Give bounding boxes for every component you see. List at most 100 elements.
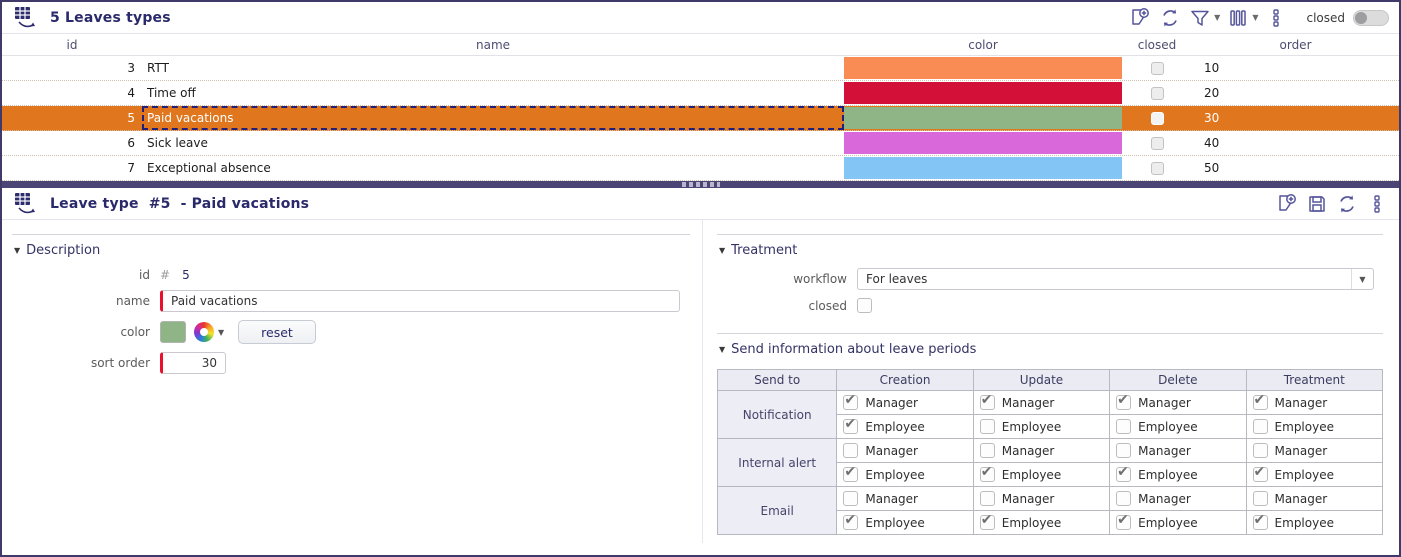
checkbox-cell: ✔ Employee xyxy=(1109,462,1247,487)
list-panel-header: 5 Leaves types xyxy=(2,2,1399,34)
employee-checkbox[interactable]: ✔ xyxy=(979,464,995,482)
closed-checkbox[interactable]: ✔ xyxy=(1150,136,1164,150)
employee-checkbox[interactable]: ✔ xyxy=(843,512,859,530)
employee-checkbox[interactable]: ✔ xyxy=(979,419,995,434)
manager-checkbox[interactable]: ✔ xyxy=(1116,491,1132,506)
employee-checkbox[interactable]: ✔ xyxy=(843,464,859,482)
closed-checkbox[interactable]: ✔ xyxy=(1150,111,1164,125)
checkbox-wrap: ✔ Employee xyxy=(1252,464,1382,482)
table-row[interactable]: 3 RTT ✔ 10 xyxy=(2,56,1399,81)
columns-icon[interactable] xyxy=(1226,6,1250,30)
employee-checkbox[interactable]: ✔ xyxy=(843,416,859,434)
manager-checkbox[interactable]: ✔ xyxy=(843,392,859,410)
checkbox-label: Employee xyxy=(1138,515,1198,530)
filter-icon[interactable] xyxy=(1188,6,1212,30)
column-header-color[interactable]: color xyxy=(968,37,998,52)
closed-field-row: closed ✔ xyxy=(717,298,1383,313)
employee-checkbox[interactable]: ✔ xyxy=(1252,419,1268,434)
checkbox-cell: ✔ Employee xyxy=(836,462,974,487)
table-row[interactable]: 4 Time off ✔ 20 xyxy=(2,81,1399,106)
manager-checkbox[interactable]: ✔ xyxy=(979,491,995,506)
color-picker-caret-icon[interactable]: ▼ xyxy=(218,327,225,337)
name-input[interactable] xyxy=(160,290,680,312)
manager-checkbox[interactable]: ✔ xyxy=(1116,443,1132,458)
employee-checkbox[interactable]: ✔ xyxy=(1252,512,1268,530)
column-header-closed[interactable]: closed xyxy=(1137,37,1177,52)
leaves-list-panel: 5 Leaves types xyxy=(2,2,1399,181)
checkbox-wrap: ✔ Manager xyxy=(1252,491,1382,506)
refresh-icon[interactable] xyxy=(1158,6,1182,30)
cell-order: 20 xyxy=(1204,86,1220,100)
check-mark-icon: ✔ xyxy=(1253,512,1266,528)
manager-checkbox[interactable]: ✔ xyxy=(843,491,859,506)
more-menu-icon[interactable] xyxy=(1264,6,1288,30)
description-section-header[interactable]: ▼ Description xyxy=(12,240,690,260)
send-info-section-header[interactable]: ▼ Send information about leave periods xyxy=(717,339,1383,359)
save-icon[interactable] xyxy=(1305,192,1329,216)
refresh-icon[interactable] xyxy=(1335,192,1359,216)
closed-filter-toggle[interactable] xyxy=(1353,9,1389,26)
cell-id: 4 xyxy=(127,86,135,100)
column-header-id[interactable]: id xyxy=(66,37,78,52)
cell-id: 7 xyxy=(127,161,135,175)
manager-checkbox[interactable]: ✔ xyxy=(1252,491,1268,506)
filter-caret-icon[interactable]: ▼ xyxy=(1214,13,1221,22)
collapse-triangle-icon: ▼ xyxy=(719,344,726,354)
column-header-name[interactable]: name xyxy=(475,37,511,52)
check-mark-icon: ✔ xyxy=(844,512,857,528)
manager-checkbox[interactable]: ✔ xyxy=(979,443,995,458)
closed-checkbox[interactable]: ✔ xyxy=(1150,61,1164,75)
more-menu-icon[interactable] xyxy=(1365,192,1389,216)
checkbox-label: Manager xyxy=(865,395,918,410)
checkbox-cell: ✔ Employee xyxy=(836,414,974,439)
cell-name[interactable]: Exceptional absence xyxy=(147,161,271,175)
employee-checkbox[interactable]: ✔ xyxy=(1116,512,1132,530)
manager-checkbox[interactable]: ✔ xyxy=(979,392,995,410)
closed-checkbox[interactable]: ✔ xyxy=(857,298,872,313)
closed-checkbox[interactable]: ✔ xyxy=(1150,86,1164,100)
section-title: Description xyxy=(26,242,101,258)
color-swatch xyxy=(844,107,1122,129)
checkbox-label: Employee xyxy=(865,515,925,530)
new-record-icon[interactable] xyxy=(1128,6,1152,30)
checkbox-cell: ✔ Manager xyxy=(1109,486,1247,511)
table-row[interactable]: 7 Exceptional absence ✔ 50 xyxy=(2,156,1399,181)
treatment-column: ▼ Treatment workflow For leaves ▼ closed… xyxy=(702,220,1399,543)
workflow-select[interactable]: For leaves ▼ xyxy=(857,268,1374,290)
color-picker-icon[interactable] xyxy=(194,322,214,342)
new-record-icon[interactable] xyxy=(1275,192,1299,216)
manager-checkbox[interactable]: ✔ xyxy=(843,443,859,458)
column-header-order[interactable]: order xyxy=(1279,37,1312,52)
splitter-handle-icon[interactable] xyxy=(681,182,720,187)
table-row[interactable]: 6 Sick leave ✔ 40 xyxy=(2,131,1399,156)
checkbox-wrap: ✔ Manager xyxy=(979,491,1109,506)
reset-button[interactable]: reset xyxy=(238,320,316,344)
color-swatch[interactable] xyxy=(160,321,186,343)
cell-name[interactable]: Sick leave xyxy=(147,136,208,150)
cell-name[interactable]: Time off xyxy=(147,86,196,100)
employee-checkbox[interactable]: ✔ xyxy=(1116,464,1132,482)
sort-order-label: sort order xyxy=(90,356,150,370)
check-mark-icon: ✔ xyxy=(1253,392,1266,408)
employee-checkbox[interactable]: ✔ xyxy=(979,512,995,530)
panel-splitter[interactable] xyxy=(2,181,1399,188)
closed-checkbox[interactable]: ✔ xyxy=(1150,161,1164,175)
table-row[interactable]: 5 Paid vacations ✔ 30 xyxy=(2,106,1399,131)
treatment-section-header[interactable]: ▼ Treatment xyxy=(717,240,1383,260)
employee-checkbox[interactable]: ✔ xyxy=(1252,464,1268,482)
sort-order-input[interactable] xyxy=(160,352,226,374)
manager-checkbox[interactable]: ✔ xyxy=(1252,443,1268,458)
manager-checkbox[interactable]: ✔ xyxy=(1116,392,1132,410)
employee-checkbox[interactable]: ✔ xyxy=(1116,419,1132,434)
chevron-down-icon[interactable]: ▼ xyxy=(1351,269,1373,289)
color-field-row: color ▼ reset xyxy=(12,320,690,344)
cell-name[interactable]: RTT xyxy=(147,61,169,75)
cell-name[interactable]: Paid vacations xyxy=(142,106,844,130)
columns-caret-icon[interactable]: ▼ xyxy=(1252,13,1259,22)
table-row: Notification ✔ Manager ✔ Manager ✔ Manager ✔ Man… xyxy=(716,390,1384,439)
checkbox-label: Employee xyxy=(1274,467,1334,482)
checkbox-wrap: ✔ Manager xyxy=(1252,392,1382,410)
cell-id: 5 xyxy=(127,111,135,125)
workflow-label: workflow xyxy=(793,272,847,286)
manager-checkbox[interactable]: ✔ xyxy=(1252,392,1268,410)
